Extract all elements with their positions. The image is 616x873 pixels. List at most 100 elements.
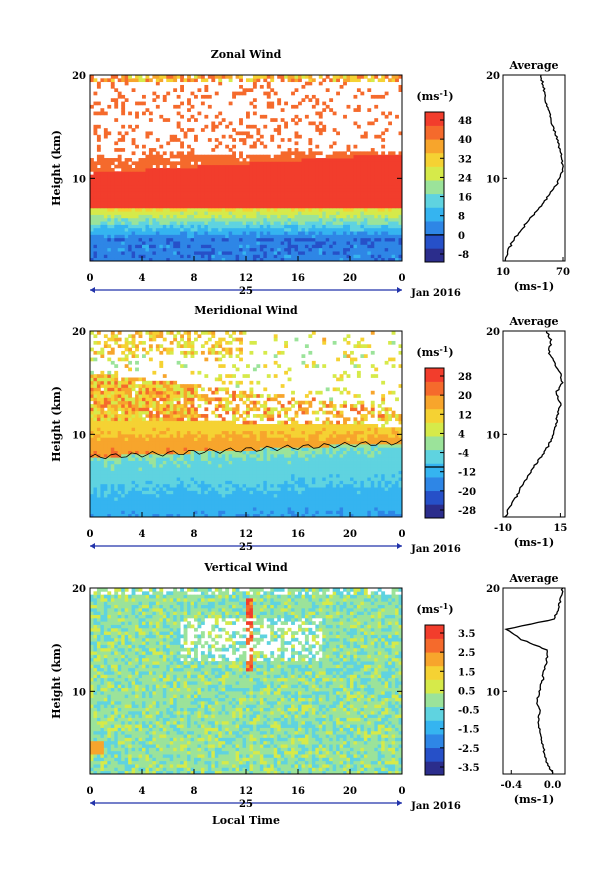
heatmap-cell <box>298 254 302 259</box>
heatmap-cell <box>360 251 365 255</box>
heatmap-cell <box>214 201 219 205</box>
heatmap-cell <box>128 497 132 501</box>
heatmap-cell <box>221 457 226 461</box>
heatmap-cell <box>228 490 233 495</box>
heatmap-cell <box>304 490 309 495</box>
heatmap-cell <box>256 490 261 495</box>
heatmap-cell <box>200 497 205 501</box>
heatmap-cell <box>173 134 178 139</box>
heatmap-cell <box>273 214 278 219</box>
heatmap-cell <box>90 460 94 465</box>
heatmap-cell <box>107 171 112 176</box>
heatmap-cell <box>311 221 316 225</box>
heatmap-cell <box>221 477 226 481</box>
heatmap-cell <box>294 161 299 166</box>
heatmap-cell <box>235 477 240 481</box>
heatmap-cell <box>197 154 202 159</box>
heatmap-cell <box>270 134 275 139</box>
heatmap-cell <box>363 460 368 465</box>
heatmap-cell <box>162 237 167 242</box>
heatmap-cell <box>107 168 112 172</box>
heatmap-cell <box>259 487 264 491</box>
heatmap-cell <box>117 503 122 508</box>
heatmap-cell <box>311 177 316 182</box>
heatmap-cell <box>318 244 323 249</box>
heatmap-cell <box>180 500 184 505</box>
heatmap-cell <box>110 158 115 162</box>
heatmap-cell <box>218 234 223 239</box>
heatmap-cell <box>197 487 202 491</box>
heatmap-cell <box>329 144 334 149</box>
heatmap-cell <box>166 513 171 518</box>
average-title: Average <box>508 59 558 72</box>
heatmap-cell <box>308 214 313 219</box>
heatmap-cell <box>301 75 306 79</box>
heatmap-cell <box>370 221 375 225</box>
heatmap-cell <box>228 164 233 169</box>
heatmap-cell <box>353 470 358 475</box>
heatmap-cell <box>128 187 132 192</box>
heatmap-cell <box>169 470 174 475</box>
heatmap-cell <box>398 177 403 182</box>
heatmap-cell <box>173 503 178 508</box>
heatmap-cell <box>374 174 379 179</box>
heatmap-cell <box>159 497 164 501</box>
heatmap-cell <box>131 251 136 255</box>
heatmap-cell <box>346 463 351 468</box>
heatmap-cell <box>239 194 243 199</box>
heatmap-cell <box>162 201 167 205</box>
heatmap-cell <box>325 204 330 209</box>
heatmap-cell <box>103 211 108 215</box>
heatmap-cell <box>270 88 275 93</box>
heatmap-cell <box>121 171 126 176</box>
heatmap-cell <box>284 490 288 495</box>
heatmap-cell <box>374 161 379 166</box>
heatmap-cell <box>280 510 285 515</box>
heatmap-cell <box>322 204 327 209</box>
heatmap-cell <box>124 497 129 501</box>
heatmap-cell <box>370 211 375 215</box>
heatmap-cell <box>298 181 302 186</box>
heatmap-cell <box>252 480 257 485</box>
heatmap-cell <box>100 224 105 229</box>
heatmap-cell <box>124 254 129 259</box>
heatmap-cell <box>96 477 101 481</box>
heatmap-cell <box>287 164 292 169</box>
heatmap-cell <box>343 497 347 501</box>
heatmap-cell <box>246 480 250 485</box>
heatmap-cell <box>322 483 327 488</box>
heatmap-cell <box>131 204 136 209</box>
heatmap-cell <box>155 503 160 508</box>
heatmap-cell <box>343 211 347 215</box>
heatmap-cell <box>339 234 344 239</box>
heatmap-cell <box>211 231 216 235</box>
heatmap-cell <box>252 201 257 205</box>
heatmap-cell <box>249 237 254 242</box>
heatmap-cell <box>117 138 122 142</box>
heatmap-cell <box>356 244 361 249</box>
heatmap-cell <box>322 187 327 192</box>
heatmap-cell <box>294 510 299 515</box>
avg-x-tick-label: 10 <box>496 267 510 278</box>
heatmap-cell <box>381 221 386 225</box>
heatmap-cell <box>339 177 344 182</box>
heatmap-cell <box>273 247 278 252</box>
heatmap-cell <box>277 207 282 212</box>
heatmap-cell <box>398 168 403 172</box>
heatmap-cell <box>308 191 313 195</box>
heatmap-cell <box>360 463 365 468</box>
heatmap-cell <box>304 214 309 219</box>
heatmap-cell <box>298 174 302 179</box>
heatmap-cell <box>187 487 191 491</box>
heatmap-cell <box>329 201 334 205</box>
heatmap-cell <box>142 201 146 205</box>
heatmap-cell <box>204 473 209 478</box>
heatmap-cell <box>277 191 282 195</box>
heatmap-cell <box>370 510 375 515</box>
heatmap-cell <box>200 201 205 205</box>
heatmap-cell <box>190 244 195 249</box>
heatmap-cell <box>218 247 223 252</box>
heatmap-cell <box>246 184 250 189</box>
colorbar-swatch <box>425 248 444 263</box>
heatmap-cell <box>232 467 236 471</box>
